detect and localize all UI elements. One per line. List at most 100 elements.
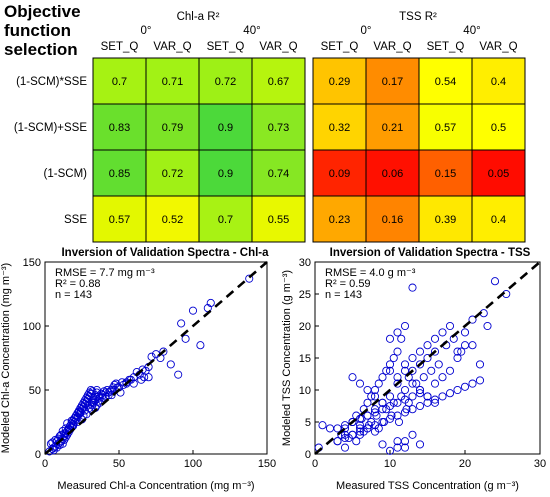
y-tick-label: 150 bbox=[23, 257, 41, 269]
scatter-point bbox=[393, 443, 402, 452]
scatter-point bbox=[393, 347, 402, 356]
scatter-point bbox=[415, 385, 425, 395]
heatmap-cell bbox=[312, 195, 367, 243]
heatmap-title: Chl-a R² bbox=[177, 11, 220, 23]
scatter-point bbox=[415, 360, 425, 369]
scatter-point bbox=[378, 373, 387, 382]
scatter-point bbox=[445, 366, 455, 375]
scatter-point bbox=[348, 373, 357, 382]
scatter-point bbox=[196, 341, 205, 350]
y-axis-label: Modeled Chl-a Concentration (mg m⁻³) bbox=[0, 263, 12, 453]
y-tick-label: 50 bbox=[29, 385, 41, 397]
heatmap-cell-value: 0.15 bbox=[435, 168, 456, 180]
scatter-point bbox=[318, 421, 327, 430]
scatter-title: Inversion of Validation Spectra - Chl-a bbox=[61, 247, 269, 259]
y-tick-label: 100 bbox=[23, 321, 41, 333]
x-tick-label: 50 bbox=[113, 458, 125, 470]
heatmap-cell-value: 0.57 bbox=[109, 214, 130, 226]
scatter-point bbox=[453, 385, 462, 395]
scatter-point bbox=[51, 435, 60, 444]
heatmap-cell-value: 0.4 bbox=[491, 214, 506, 226]
x-axis-label: Measured Chl-a Concentration (mg m⁻³) bbox=[57, 480, 254, 492]
x-axis-label: Measured TSS Concentration (g m⁻³) bbox=[336, 480, 519, 492]
heatmap-cell bbox=[92, 149, 147, 197]
scatter-point bbox=[430, 395, 440, 404]
heatmap-cell bbox=[251, 103, 306, 151]
heatmap-cell-value: 0.39 bbox=[435, 214, 456, 226]
heatmap-cell-value: 0.05 bbox=[488, 168, 509, 180]
scatter-point bbox=[117, 378, 127, 387]
stats-text: R² = 0.59 bbox=[325, 278, 371, 290]
scatter-point bbox=[385, 446, 395, 455]
scatter-point bbox=[490, 277, 500, 286]
heatmap-column-label: SET_Q bbox=[207, 41, 245, 53]
scatter-point bbox=[363, 385, 372, 395]
scatter-point bbox=[159, 347, 168, 356]
x-tick-label: 30 bbox=[534, 458, 546, 470]
scatter-point bbox=[438, 392, 447, 401]
scatter-point bbox=[340, 443, 350, 452]
heatmap-cell bbox=[198, 195, 253, 243]
x-tick-label: 0 bbox=[42, 458, 48, 470]
scatter-point bbox=[408, 430, 417, 439]
figure-title-line2: function bbox=[4, 21, 72, 40]
scatter-point bbox=[385, 360, 395, 369]
heatmap-row-label: (1-SCM) bbox=[44, 168, 88, 180]
scatter-point bbox=[137, 375, 146, 384]
heatmap-cell bbox=[365, 57, 420, 105]
heatmap-cell-value: 0.17 bbox=[382, 76, 403, 88]
scatter-point bbox=[378, 398, 387, 407]
scatter-point bbox=[445, 321, 455, 331]
one-to-one-line bbox=[314, 261, 541, 455]
heatmap-cell-value: 0.79 bbox=[162, 122, 183, 134]
stats-text: n = 143 bbox=[55, 289, 92, 301]
stats-text: R² = 0.88 bbox=[55, 278, 101, 290]
scatter-point bbox=[393, 411, 402, 420]
heatmap-title: TSS R² bbox=[399, 11, 437, 23]
heatmap-cell-value: 0.57 bbox=[435, 122, 456, 134]
scatter-point bbox=[333, 437, 342, 446]
heatmap-cell-value: 0.5 bbox=[491, 122, 506, 134]
x-tick-label: 10 bbox=[384, 458, 396, 470]
x-tick-label: 150 bbox=[258, 458, 276, 470]
heatmap-cell bbox=[365, 195, 420, 243]
scatter-point bbox=[400, 385, 410, 395]
heatmap-cell-value: 0.7 bbox=[218, 214, 233, 226]
y-tick-label: 25 bbox=[299, 289, 311, 301]
scatter-point bbox=[355, 414, 365, 423]
scatter-title: Inversion of Validation Spectra - TSS bbox=[330, 247, 531, 259]
heatmap-column-label: SET_Q bbox=[101, 41, 139, 53]
scatter-point bbox=[460, 382, 470, 391]
heatmap-cell bbox=[251, 195, 306, 243]
heatmap-cell-value: 0.54 bbox=[435, 76, 456, 88]
scatter-point bbox=[385, 334, 395, 343]
scatter-point bbox=[438, 328, 447, 337]
scatter-point bbox=[370, 421, 380, 430]
figure-title-line3: selection bbox=[4, 40, 78, 59]
scatter-point bbox=[430, 398, 440, 407]
heatmap-cell bbox=[471, 149, 526, 197]
scatter-point bbox=[66, 421, 75, 430]
heatmap-cell-value: 0.71 bbox=[162, 76, 183, 88]
scatter-point bbox=[393, 379, 402, 388]
scatter-point bbox=[188, 306, 198, 315]
scatter-point bbox=[400, 321, 410, 331]
heatmap-cell bbox=[198, 149, 253, 197]
scatter-point bbox=[475, 376, 485, 385]
scatter-point bbox=[389, 353, 398, 363]
scatter-point bbox=[144, 373, 153, 382]
heatmap-cell bbox=[251, 57, 306, 105]
scatter-point bbox=[415, 347, 425, 356]
heatmap-cell-value: 0.09 bbox=[329, 168, 350, 180]
y-tick-label: 5 bbox=[305, 417, 311, 429]
heatmap-cell bbox=[365, 149, 420, 197]
scatter-point bbox=[408, 392, 417, 401]
scatter-point bbox=[394, 417, 404, 427]
one-to-one-line bbox=[44, 261, 268, 455]
heatmap-cell bbox=[198, 57, 253, 105]
scatter-point bbox=[363, 398, 372, 407]
scatter-point bbox=[174, 370, 183, 379]
scatter-point bbox=[378, 405, 387, 414]
heatmap-cell bbox=[92, 57, 147, 105]
